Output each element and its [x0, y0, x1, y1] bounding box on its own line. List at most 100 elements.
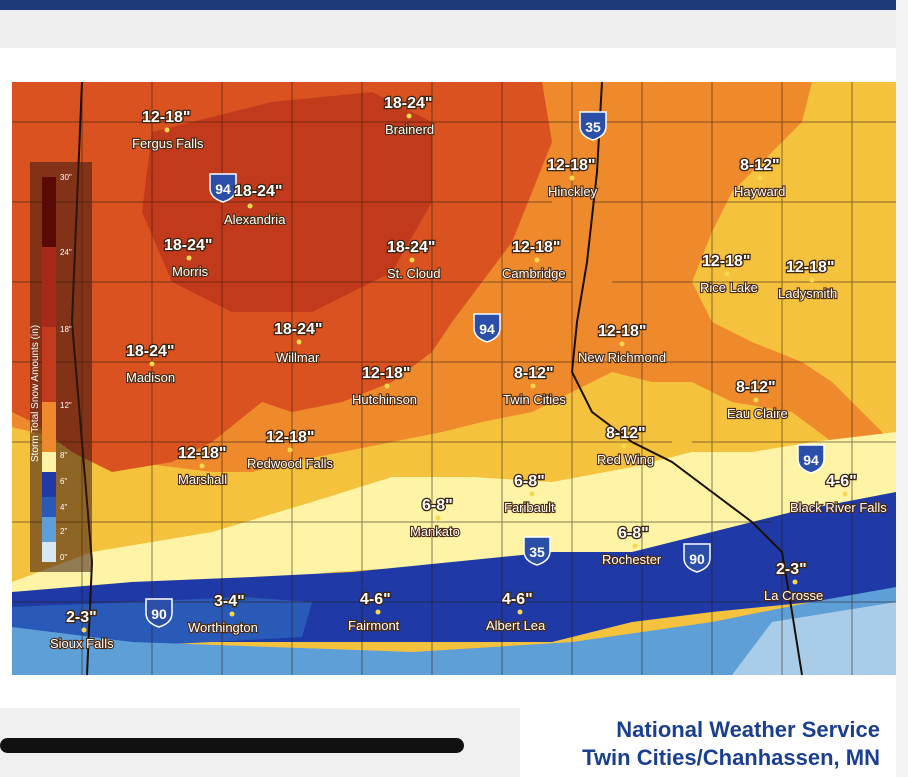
right-edge [896, 0, 908, 777]
location-faribault: 6-8" Faribault [503, 472, 556, 516]
svg-text:Worthington: Worthington [188, 620, 258, 635]
svg-text:Twin Cities: Twin Cities [503, 392, 566, 407]
location-brainerd: 18-24" Brainerd [383, 94, 436, 138]
nws-credit: National Weather Service Twin Cities/Cha… [582, 716, 880, 772]
svg-text:Red Wing: Red Wing [597, 452, 654, 467]
location-new-richmond: 12-18" New Richmond [577, 322, 667, 366]
svg-text:Ladysmith: Ladysmith [778, 286, 837, 301]
interstate-shield-icon: 90 [145, 598, 173, 628]
svg-text:18-24": 18-24" [164, 237, 213, 254]
svg-text:94: 94 [215, 181, 231, 197]
snowfall-map: Storm Total Snow Amounts (in) 30" 24" 18… [12, 82, 896, 675]
top-bar [0, 0, 896, 10]
svg-text:St. Cloud: St. Cloud [387, 266, 440, 281]
svg-text:18-24": 18-24" [384, 95, 433, 112]
svg-text:La Crosse: La Crosse [764, 588, 823, 603]
svg-text:Alexandria: Alexandria [224, 212, 286, 227]
interstate-shield-icon: 90 [683, 543, 711, 573]
legend-tick: 30" [60, 173, 72, 182]
legend-tick: 8" [60, 451, 67, 460]
svg-text:18-24": 18-24" [126, 343, 175, 360]
location-alexandria: 18-24" Alexandria [223, 182, 287, 228]
svg-text:12-18": 12-18" [362, 365, 411, 382]
svg-text:4-6": 4-6" [826, 473, 857, 490]
location-ladysmith: 12-18" Ladysmith [777, 258, 838, 302]
svg-text:18-24": 18-24" [234, 183, 283, 200]
svg-text:12-18": 12-18" [702, 253, 751, 270]
svg-text:12-18": 12-18" [178, 445, 227, 462]
nws-org: National Weather Service [616, 717, 880, 742]
location-marshall: 12-18" Marshall [177, 444, 229, 488]
legend-tick: 6" [60, 477, 67, 486]
header-strip [0, 10, 896, 48]
location-worthington: 3-4" Worthington [187, 592, 259, 636]
location-hayward: 8-12" Hayward [733, 156, 786, 200]
location-willmar: 18-24" Willmar [273, 320, 324, 366]
svg-text:3-4": 3-4" [214, 593, 245, 610]
svg-text:8-12": 8-12" [736, 379, 776, 396]
legend-title: Storm Total Snow Amounts (in) [30, 325, 41, 462]
svg-text:Hayward: Hayward [734, 184, 785, 199]
svg-text:Marshall: Marshall [178, 472, 227, 487]
svg-text:Hinckley: Hinckley [548, 184, 598, 199]
location-sioux-falls: 2-3" Sioux Falls [49, 608, 115, 652]
location-red-wing: 8-12" Red Wing [596, 424, 655, 468]
location-cambridge: 12-18" Cambridge [501, 238, 567, 282]
svg-text:Faribault: Faribault [504, 500, 555, 515]
svg-text:New Richmond: New Richmond [578, 350, 666, 365]
svg-text:12-18": 12-18" [598, 323, 647, 340]
band-2-3 [12, 587, 896, 675]
location-redwood-falls: 12-18" Redwood Falls [246, 428, 335, 472]
svg-text:18-24": 18-24" [274, 321, 323, 338]
svg-text:Albert Lea: Albert Lea [486, 618, 546, 633]
svg-text:8-12": 8-12" [740, 157, 780, 174]
svg-text:6-8": 6-8" [514, 473, 545, 490]
legend-tick: 12" [60, 401, 72, 410]
svg-text:90: 90 [689, 551, 705, 567]
legend-tick: 0" [60, 553, 67, 562]
location-fergus-falls: 12-18" Fergus Falls [131, 108, 205, 152]
svg-text:35: 35 [529, 544, 545, 560]
legend: Storm Total Snow Amounts (in) 30" 24" 18… [30, 162, 92, 572]
band-0-2 [732, 602, 896, 675]
svg-text:12-18": 12-18" [266, 429, 315, 446]
redaction-bar [0, 738, 464, 753]
state-border [570, 82, 803, 675]
interstate-shield-icon: 94 [797, 444, 825, 474]
location-la-crosse: 2-3" La Crosse [763, 560, 824, 604]
legend-tick: 18" [60, 325, 72, 334]
location-albert-lea: 4-6" Albert Lea [485, 590, 547, 634]
location-hinckley: 12-18" Hinckley [546, 156, 599, 200]
location-twin-cities: 8-12" Twin Cities [502, 364, 568, 408]
svg-text:Mankato: Mankato [410, 524, 460, 539]
legend-tick: 4" [60, 503, 67, 512]
svg-text:18-24": 18-24" [387, 239, 436, 256]
county-grid [12, 82, 896, 675]
svg-text:Black River Falls: Black River Falls [790, 500, 887, 515]
svg-text:2-3": 2-3" [776, 561, 807, 578]
svg-text:Rochester: Rochester [602, 552, 662, 567]
svg-text:Cambridge: Cambridge [502, 266, 566, 281]
svg-text:94: 94 [479, 321, 495, 337]
svg-text:Redwood Falls: Redwood Falls [247, 456, 333, 471]
highway-shields: 35 94 94 94 35 90 90 [145, 111, 825, 628]
svg-text:Hutchinson: Hutchinson [352, 392, 417, 407]
svg-text:8-12": 8-12" [514, 365, 554, 382]
svg-text:4-6": 4-6" [502, 591, 533, 608]
svg-text:2-3": 2-3" [66, 609, 97, 626]
location-black-river-falls: 4-6" Black River Falls [789, 472, 888, 516]
location-st-cloud: 18-24" St. Cloud [386, 238, 442, 282]
location-rice-lake: 12-18" Rice Lake [699, 252, 759, 296]
interstate-shield-icon: 94 [209, 173, 237, 203]
svg-text:Eau Claire: Eau Claire [727, 406, 788, 421]
location-morris: 18-24" Morris [163, 236, 214, 280]
svg-text:Brainerd: Brainerd [385, 122, 434, 137]
svg-text:Sioux Falls: Sioux Falls [50, 636, 114, 651]
band-6-8 [12, 432, 896, 602]
svg-text:Madison: Madison [126, 370, 175, 385]
svg-text:4-6": 4-6" [360, 591, 391, 608]
legend-tick: 24" [60, 248, 72, 257]
interstate-shield-icon: 35 [579, 111, 607, 141]
location-eau-claire: 8-12" Eau Claire [726, 378, 789, 422]
svg-text:12-18": 12-18" [786, 259, 835, 276]
